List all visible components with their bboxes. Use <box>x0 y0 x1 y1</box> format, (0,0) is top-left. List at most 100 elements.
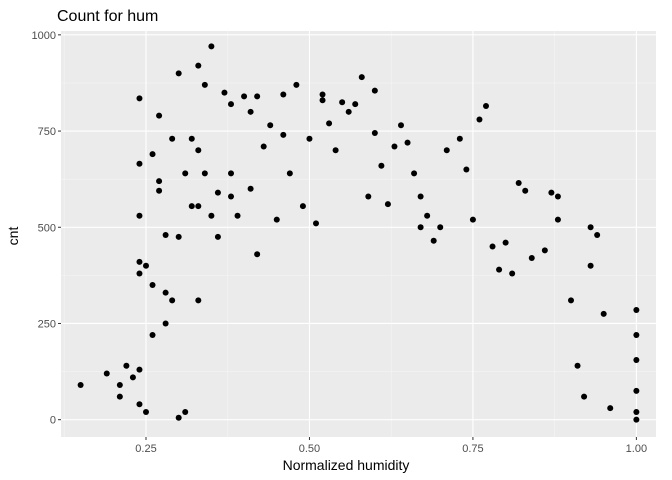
data-point <box>136 212 143 219</box>
data-point <box>77 382 84 389</box>
data-point <box>463 166 470 173</box>
data-point <box>299 203 306 210</box>
data-point <box>541 247 548 254</box>
data-point <box>404 139 411 146</box>
data-point <box>254 93 261 100</box>
data-point <box>554 193 561 200</box>
data-point <box>554 216 561 223</box>
data-point <box>169 135 176 142</box>
data-point <box>313 220 319 227</box>
data-point <box>384 201 391 208</box>
data-point <box>214 233 221 240</box>
data-point <box>345 108 352 115</box>
data-point <box>633 408 640 415</box>
data-point <box>273 216 280 223</box>
data-point <box>136 366 143 373</box>
data-point <box>424 212 431 219</box>
data-point <box>483 103 489 110</box>
data-point <box>496 266 503 273</box>
data-point <box>195 203 202 210</box>
data-point <box>306 135 313 142</box>
data-point <box>260 143 267 150</box>
data-point <box>175 70 182 77</box>
data-point <box>221 89 228 96</box>
data-point <box>581 393 588 400</box>
data-point <box>633 416 640 423</box>
data-point <box>489 243 496 250</box>
data-point <box>476 116 483 123</box>
data-point <box>149 281 156 288</box>
data-point <box>208 43 215 50</box>
chart-title: Count for hum <box>57 8 158 25</box>
data-point <box>175 414 182 421</box>
data-point <box>548 189 555 196</box>
x-tick-label: 0.75 <box>462 443 483 455</box>
x-tick-label: 0.25 <box>135 443 156 455</box>
data-point <box>169 297 176 304</box>
data-point <box>522 187 529 194</box>
data-point <box>633 332 640 339</box>
data-point <box>228 101 234 108</box>
data-point <box>456 135 463 142</box>
x-axis-title: Normalized humidity <box>283 457 410 473</box>
data-point <box>254 251 261 258</box>
data-point <box>234 212 241 219</box>
y-tick-label: 750 <box>38 126 56 138</box>
y-tick-label: 250 <box>38 318 56 330</box>
data-point <box>568 297 574 304</box>
x-tick-label: 0.50 <box>299 443 320 455</box>
data-point <box>280 131 287 138</box>
data-point <box>352 101 359 108</box>
data-point <box>417 193 424 200</box>
data-point <box>633 307 640 314</box>
data-point <box>136 160 143 167</box>
data-point <box>293 81 300 88</box>
data-point <box>378 162 385 169</box>
data-point <box>129 374 136 381</box>
data-point <box>123 362 130 369</box>
data-point <box>162 320 169 327</box>
data-point <box>162 231 169 238</box>
data-point <box>162 289 169 296</box>
data-point <box>156 187 163 194</box>
data-point <box>175 233 182 240</box>
data-point <box>136 258 143 265</box>
data-point <box>528 255 535 262</box>
data-point <box>182 170 189 177</box>
data-point <box>398 122 404 129</box>
data-point <box>417 224 424 231</box>
data-point <box>156 178 163 185</box>
data-point <box>195 62 202 69</box>
data-point <box>156 112 163 119</box>
data-point <box>443 147 450 154</box>
data-point <box>286 170 293 177</box>
data-point <box>182 408 189 415</box>
data-point <box>319 97 326 104</box>
data-point <box>136 95 143 102</box>
data-point <box>149 332 156 339</box>
data-point <box>149 151 156 158</box>
data-point <box>574 362 581 369</box>
data-point <box>136 270 143 277</box>
data-point <box>116 382 123 389</box>
data-point <box>143 262 149 269</box>
data-point <box>509 270 516 277</box>
data-point <box>600 310 607 317</box>
data-point <box>136 401 143 408</box>
y-tick-label: 0 <box>50 415 56 427</box>
data-point <box>607 405 614 412</box>
data-point <box>103 370 110 377</box>
data-point <box>188 203 195 210</box>
data-point <box>587 224 594 231</box>
data-point <box>267 122 274 129</box>
data-point <box>633 357 640 364</box>
data-point <box>201 81 208 88</box>
data-point <box>280 91 287 98</box>
data-point <box>339 99 346 106</box>
y-tick-label: 1000 <box>32 30 56 42</box>
data-point <box>430 237 437 244</box>
data-point <box>371 87 378 94</box>
axis-ticks: 0.25 0.50 0.75 1.00 0 250 500 750 1000 <box>32 30 648 455</box>
data-point <box>143 408 149 415</box>
